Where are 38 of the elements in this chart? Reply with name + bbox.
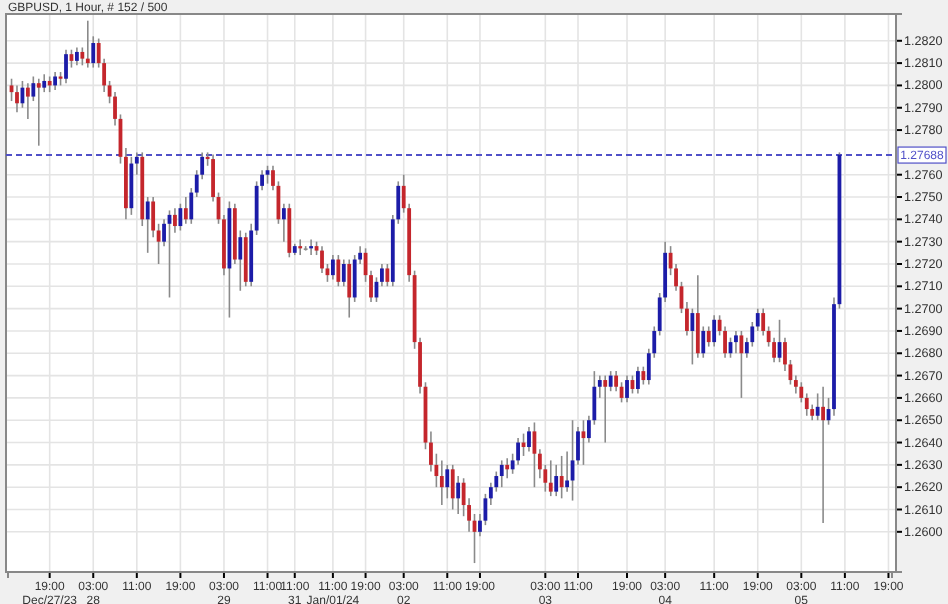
candlestick: [281, 202, 286, 243]
candlestick: [25, 82, 30, 120]
candlestick: [243, 231, 248, 288]
candlestick: [636, 365, 640, 395]
candlestick: [821, 385, 825, 524]
candlestick: [178, 202, 183, 232]
candlestick: [320, 245, 324, 274]
candlestick: [347, 258, 352, 319]
candlestick: [499, 459, 504, 488]
candlestick: [450, 464, 455, 511]
candlestick: [603, 374, 608, 444]
candlestick: [527, 426, 531, 453]
candlestick: [690, 307, 695, 366]
candlestick: [739, 330, 744, 399]
candlestick: [36, 77, 41, 147]
candlestick: [559, 455, 564, 500]
candlestick: [238, 229, 243, 292]
candlestick: [64, 48, 68, 84]
candlestick: [734, 330, 738, 355]
candlestick: [516, 437, 520, 466]
candlestick: [145, 196, 150, 254]
candlestick: [548, 459, 553, 497]
candlestick: [336, 254, 341, 288]
candlestick: [815, 392, 820, 422]
candlestick: [712, 314, 717, 348]
candlestick: [695, 274, 700, 359]
candlestick: [625, 374, 629, 404]
candlestick: [445, 464, 450, 500]
candlestick: [183, 196, 188, 225]
candlestick: [554, 464, 559, 497]
candlestick: [85, 19, 90, 69]
candlestick: [439, 459, 444, 506]
candlestick: [129, 156, 134, 216]
candlestick: [385, 263, 390, 288]
candlestick: [287, 202, 292, 259]
candlestick: [330, 254, 335, 281]
candlestick: [15, 84, 19, 114]
candlestick: [505, 457, 510, 480]
